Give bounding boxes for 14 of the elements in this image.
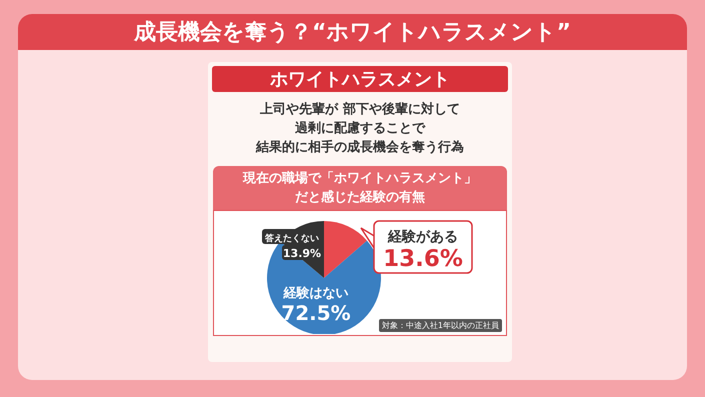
slice-label: 経験はない bbox=[282, 286, 348, 301]
text: 対象：中途入社1年以内の正社員 bbox=[378, 319, 502, 332]
data-label: 13.9% bbox=[282, 247, 322, 260]
text: 現在の職場で「ホワイトハラスメント」 bbox=[242, 170, 478, 188]
slice-label: 経験がある bbox=[387, 229, 458, 245]
slice-label: 答えたくない bbox=[264, 233, 319, 244]
chart-title: 成長機会を奪う？“ホワイトハラスメント” bbox=[18, 14, 687, 50]
text: 上司や先輩が 部下や後輩に対して bbox=[259, 100, 461, 119]
text: だと感じた経験の有無 bbox=[294, 189, 426, 207]
data-label: 72.5% bbox=[281, 301, 351, 325]
chart-subtitle: ホワイトハラスメント bbox=[212, 66, 508, 92]
text: 結果的に相手の成長機会を奪う行為 bbox=[254, 138, 465, 157]
text: 過剰に配慮することで bbox=[294, 120, 426, 138]
data-label: 13.6% bbox=[383, 246, 463, 272]
